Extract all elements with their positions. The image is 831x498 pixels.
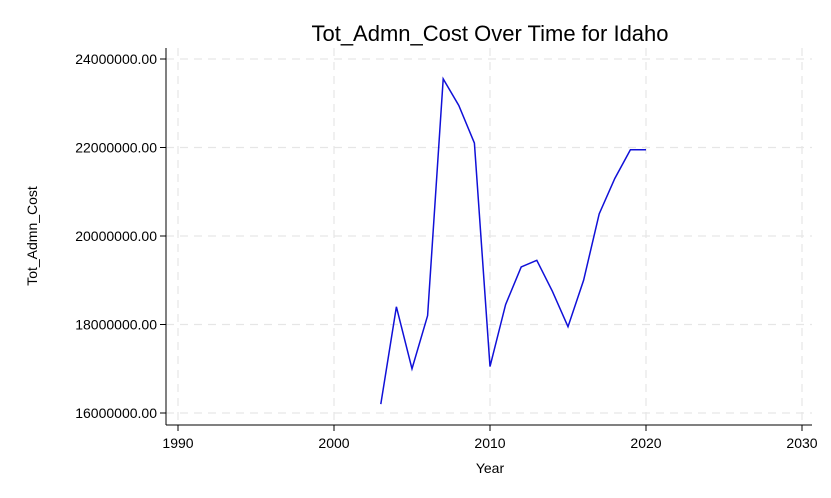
y-tick-label: 22000000.00 (75, 140, 157, 156)
x-tick-label: 2010 (474, 435, 505, 451)
y-tick-label: 18000000.00 (75, 317, 157, 333)
y-tick-label: 20000000.00 (75, 228, 157, 244)
axis-layer: 16000000.00 18000000.00 20000000.00 2200000… (75, 48, 818, 451)
y-axis-label: Tot_Admn_Cost (24, 186, 40, 286)
y-tick-label: 24000000.00 (75, 51, 157, 67)
series-line (380, 76, 646, 405)
grid-layer (166, 48, 812, 425)
x-tick-label: 2000 (318, 435, 349, 451)
y-tick-label: 16000000.00 (75, 405, 157, 421)
chart-title: Tot_Admn_Cost Over Time for Idaho (311, 21, 668, 46)
x-tick-label: 2030 (786, 435, 817, 451)
series-layer (380, 76, 646, 405)
x-tick-label: 1990 (162, 435, 193, 451)
x-axis-label: Year (476, 460, 505, 476)
x-tick-label: 2020 (630, 435, 661, 451)
